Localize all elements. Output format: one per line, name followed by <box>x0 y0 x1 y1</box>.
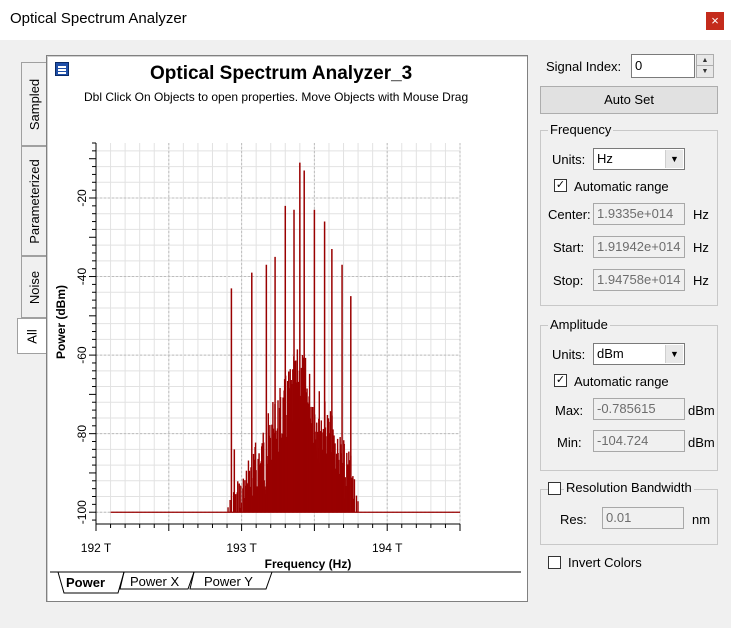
y-tick-label: -60 <box>75 346 89 364</box>
window-menu-icon[interactable] <box>55 62 69 76</box>
center-unit: Hz <box>693 207 709 222</box>
frequency-group-title: Frequency <box>548 122 614 137</box>
tab-parameterized[interactable]: Parameterized <box>21 146 47 256</box>
res-label: Res: <box>560 512 587 527</box>
res-field[interactable]: 0.01 <box>602 507 684 529</box>
spin-up-icon[interactable]: ▲ <box>697 55 713 66</box>
max-field[interactable]: -0.785615 <box>593 398 685 420</box>
amplitude-auto-range-label: Automatic range <box>574 374 669 389</box>
amplitude-units-select[interactable]: dBm ▼ <box>593 343 685 365</box>
min-field[interactable]: -104.724 <box>593 430 685 452</box>
frequency-units-label: Units: <box>552 152 586 167</box>
amplitude-units-value: dBm <box>597 346 624 361</box>
stop-label: Stop: <box>553 273 584 288</box>
y-axis-label: Power (dBm) <box>54 285 68 359</box>
invert-colors-checkbox[interactable] <box>548 556 561 569</box>
frequency-units-value: Hz <box>597 151 613 166</box>
title-bar: Optical Spectrum Analyzer × <box>0 0 731 40</box>
chart-subtitle: Dbl Click On Objects to open properties.… <box>84 90 469 104</box>
x-axis-label: Frequency (Hz) <box>265 557 352 571</box>
start-unit: Hz <box>693 240 709 255</box>
window-title: Optical Spectrum Analyzer <box>10 10 187 27</box>
x-tick-label: 193 T <box>226 541 257 555</box>
max-unit: dBm <box>688 403 715 418</box>
min-label: Min: <box>557 435 582 450</box>
frequency-group <box>540 130 718 306</box>
y-tick-label: -40 <box>75 268 89 286</box>
stop-field[interactable]: 1.94758e+014 <box>593 269 685 291</box>
spin-down-icon[interactable]: ▼ <box>701 68 709 75</box>
signal-index-stepper[interactable]: ▲ ▼ <box>696 54 714 78</box>
amplitude-auto-range-checkbox[interactable]: ✓ <box>554 374 567 387</box>
chart-title: Optical Spectrum Analyzer_3 <box>150 63 413 84</box>
min-unit: dBm <box>688 435 715 450</box>
res-unit: nm <box>692 512 711 527</box>
tab-power-x[interactable]: Power X <box>130 574 180 589</box>
resolution-group-title: Resolution Bandwidth <box>564 480 694 495</box>
tab-power[interactable]: Power <box>66 575 106 590</box>
spectrum-series <box>110 162 460 513</box>
x-tick-label: 192 T <box>81 541 112 555</box>
start-label: Start: <box>553 240 585 255</box>
y-tick-label: -100 <box>75 500 89 524</box>
x-tick-label: 194 T <box>372 541 403 555</box>
plot-axes <box>89 142 461 531</box>
close-icon[interactable]: × <box>706 12 724 30</box>
signal-index-input[interactable]: 0 <box>631 54 695 78</box>
center-label: Center: <box>548 207 591 222</box>
amplitude-group <box>540 325 718 471</box>
start-field[interactable]: 1.91942e+014 <box>593 236 685 258</box>
tab-power-y[interactable]: Power Y <box>204 574 253 589</box>
invert-colors-label: Invert Colors <box>568 555 642 570</box>
auto-set-button[interactable]: Auto Set <box>540 86 718 114</box>
signal-index-label: Signal Index: <box>546 59 622 74</box>
frequency-auto-range-checkbox[interactable]: ✓ <box>554 179 567 192</box>
frequency-auto-range-label: Automatic range <box>574 179 669 194</box>
y-tick-label: -20 <box>75 189 89 207</box>
amplitude-units-label: Units: <box>552 347 586 362</box>
plot-labels: 192 T 193 T 194 T -20 -40 -60 -80 -100 Frequency… <box>54 189 403 571</box>
tab-noise[interactable]: Noise <box>21 256 47 318</box>
max-label: Max: <box>555 403 584 418</box>
frequency-units-select[interactable]: Hz ▼ <box>593 148 685 170</box>
amplitude-group-title: Amplitude <box>548 317 610 332</box>
chevron-down-icon[interactable]: ▼ <box>665 345 683 363</box>
center-field[interactable]: 1.9335e+014 <box>593 203 685 225</box>
tab-sampled[interactable]: Sampled <box>21 62 47 146</box>
y-tick-label: -80 <box>75 425 89 443</box>
chevron-down-icon[interactable]: ▼ <box>665 150 683 168</box>
stop-unit: Hz <box>693 273 709 288</box>
tab-all[interactable]: All <box>17 318 47 354</box>
resolution-bandwidth-checkbox[interactable] <box>548 482 561 495</box>
